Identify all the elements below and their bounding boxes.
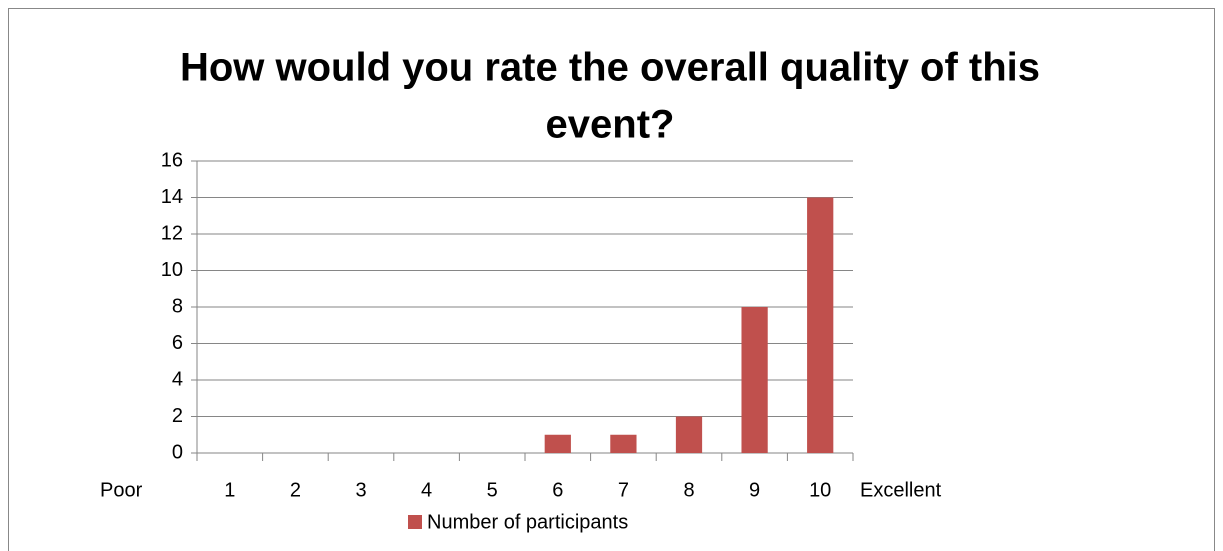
chart-title: How would you rate the overall quality o… <box>180 46 1040 90</box>
y-tick-label: 10 <box>161 259 183 281</box>
y-tick-label: 14 <box>161 186 183 208</box>
x-tick-label: 2 <box>290 479 301 501</box>
legend-swatch <box>408 515 422 529</box>
y-tick-label: 6 <box>172 332 183 354</box>
x-tick-label: 8 <box>683 479 694 501</box>
legend-label: Number of participants <box>427 511 628 533</box>
x-tick-label: 5 <box>487 479 498 501</box>
x-axis-start-label: Poor <box>100 479 143 501</box>
chart-title: event? <box>546 103 675 147</box>
y-tick-label: 12 <box>161 222 183 244</box>
x-tick-label: 10 <box>809 479 831 501</box>
bar <box>544 434 571 453</box>
x-tick-label: 6 <box>552 479 563 501</box>
x-tick-label: 7 <box>618 479 629 501</box>
x-tick-label: 4 <box>421 479 432 501</box>
y-tick-label: 16 <box>161 149 183 171</box>
y-tick-label: 8 <box>172 295 183 317</box>
x-axis-end-label: Excellent <box>860 479 942 501</box>
x-tick-label: 9 <box>749 479 760 501</box>
y-tick-label: 4 <box>172 368 183 390</box>
bar <box>610 434 637 453</box>
x-tick-label: 1 <box>224 479 235 501</box>
y-tick-label: 0 <box>172 441 183 463</box>
bar <box>807 197 834 453</box>
bar <box>741 307 768 453</box>
y-tick-label: 2 <box>172 405 183 427</box>
chart-frame <box>8 8 1215 551</box>
bar <box>675 416 703 453</box>
x-tick-label: 3 <box>355 479 366 501</box>
